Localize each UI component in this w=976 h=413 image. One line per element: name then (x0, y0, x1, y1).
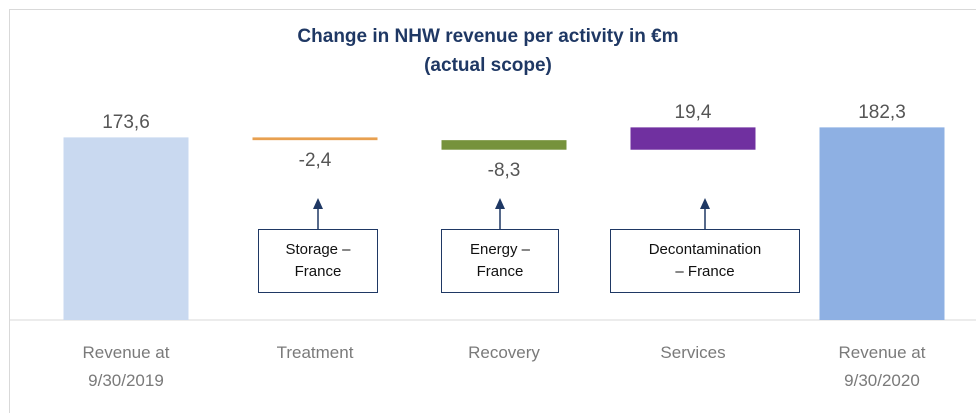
bar (630, 127, 756, 150)
value-label: 173,6 (102, 112, 150, 134)
x-tick-label: Revenue at 9/30/2020 (838, 343, 926, 390)
x-tick-label: Treatment (276, 343, 354, 362)
frame (9, 9, 976, 413)
bar (441, 140, 567, 150)
value-label: -2,4 (298, 150, 332, 172)
bar (819, 127, 945, 320)
x-tick-label: Recovery (468, 343, 540, 362)
annotation-box: Decontamination – France (610, 229, 800, 293)
chart-title: Change in NHW revenue per activity in €m… (297, 26, 679, 76)
x-tick-label: Services (660, 343, 726, 362)
annotation-box: Energy – France (441, 229, 559, 293)
bar (63, 137, 189, 320)
arrow-head (495, 198, 505, 209)
value-label: 182,3 (858, 102, 906, 124)
x-tick-label: Revenue at 9/30/2019 (82, 343, 170, 390)
value-label: 19,4 (674, 102, 712, 124)
bar (252, 137, 378, 141)
annotation-box: Storage – France (258, 229, 378, 293)
arrow-head (700, 198, 710, 209)
arrow-head (313, 198, 323, 209)
value-label: -8,3 (487, 159, 521, 181)
